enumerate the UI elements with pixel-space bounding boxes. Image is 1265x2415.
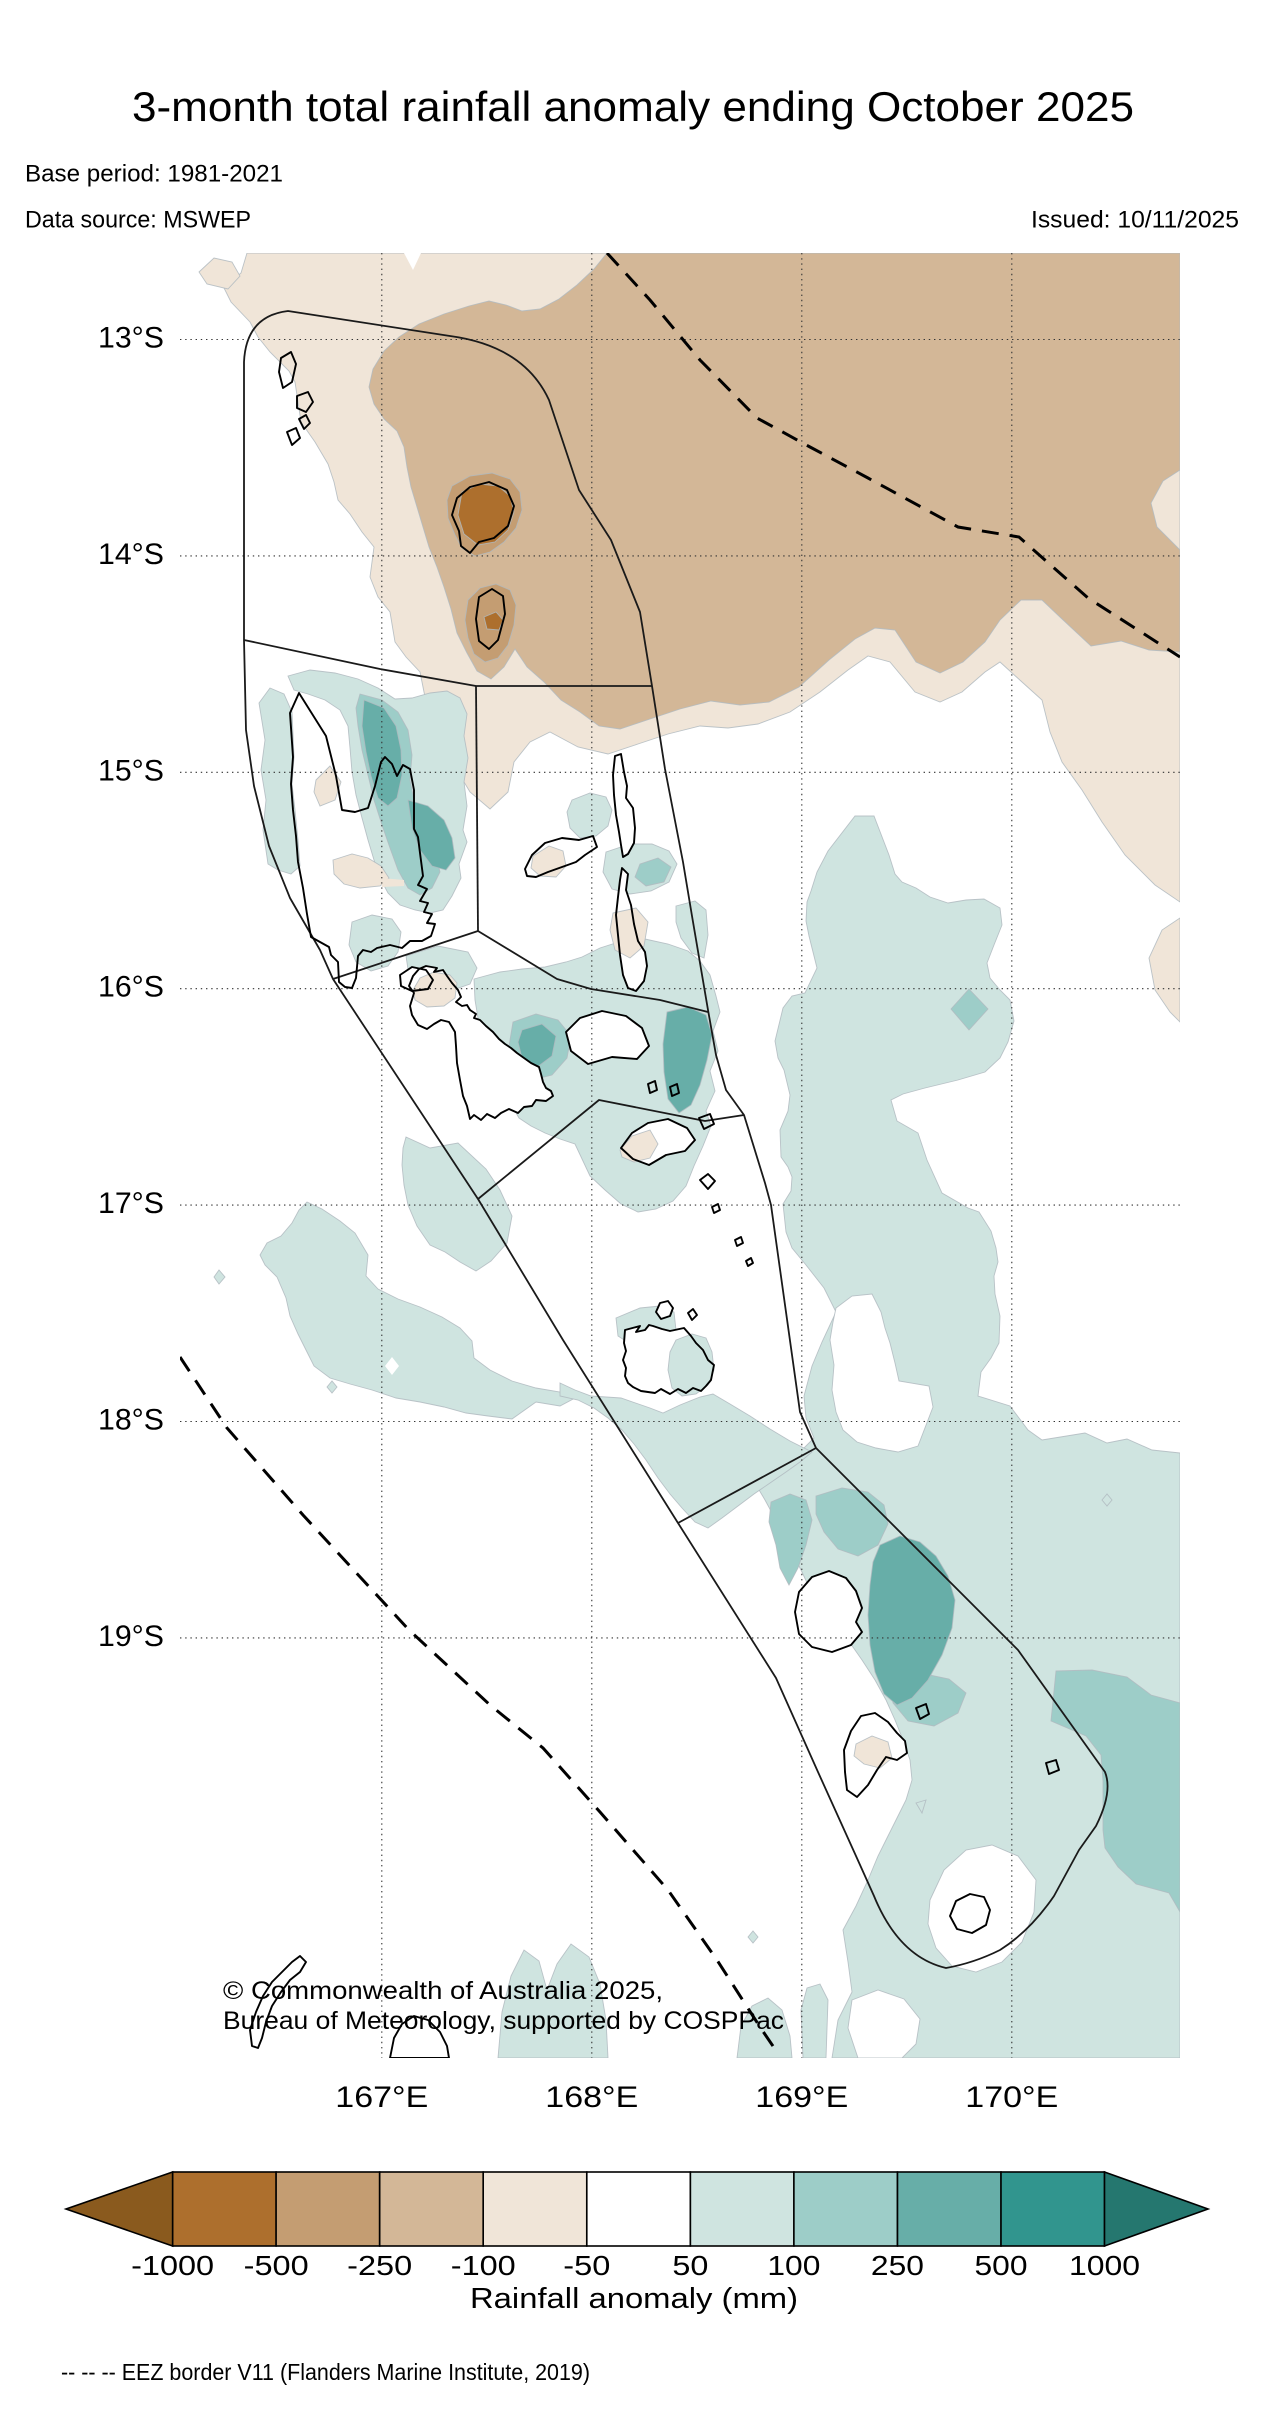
svg-text:-- -- -- EEZ border V11 (Fland: -- -- -- EEZ border V11 (Flanders Marine…: [61, 2359, 590, 2385]
svg-text:15°S: 15°S: [98, 754, 164, 787]
svg-text:© Commonwealth of Australia 20: © Commonwealth of Australia 2025,: [223, 1977, 663, 2005]
svg-text:167°E: 167°E: [335, 2081, 428, 2114]
svg-text:-250: -250: [347, 2250, 412, 2281]
svg-text:13°S: 13°S: [98, 322, 164, 355]
svg-text:100: 100: [767, 2250, 820, 2281]
svg-text:17°S: 17°S: [98, 1187, 164, 1220]
svg-text:Issued: 10/11/2025: Issued: 10/11/2025: [1031, 207, 1239, 234]
svg-text:Base period: 1981-2021: Base period: 1981-2021: [25, 161, 283, 188]
svg-text:Data source: MSWEP: Data source: MSWEP: [25, 207, 251, 234]
svg-text:168°E: 168°E: [545, 2081, 638, 2114]
svg-text:16°S: 16°S: [98, 971, 164, 1004]
svg-text:50: 50: [672, 2250, 708, 2281]
svg-text:1000: 1000: [1069, 2250, 1140, 2281]
svg-text:170°E: 170°E: [965, 2081, 1058, 2114]
svg-text:18°S: 18°S: [98, 1404, 164, 1437]
svg-text:-1000: -1000: [131, 2250, 214, 2281]
svg-text:500: 500: [975, 2250, 1028, 2281]
svg-text:14°S: 14°S: [98, 538, 164, 571]
svg-text:Bureau of Meteorology, support: Bureau of Meteorology, supported by COSP…: [223, 2007, 784, 2035]
svg-text:3-month total rainfall anomaly: 3-month total rainfall anomaly ending Oc…: [132, 83, 1134, 130]
svg-text:-100: -100: [451, 2250, 516, 2281]
svg-text:-50: -50: [563, 2250, 610, 2281]
svg-text:19°S: 19°S: [98, 1620, 164, 1653]
svg-text:Rainfall anomaly (mm): Rainfall anomaly (mm): [470, 2283, 798, 2315]
svg-text:169°E: 169°E: [755, 2081, 848, 2114]
svg-text:250: 250: [871, 2250, 924, 2281]
svg-text:-500: -500: [244, 2250, 309, 2281]
